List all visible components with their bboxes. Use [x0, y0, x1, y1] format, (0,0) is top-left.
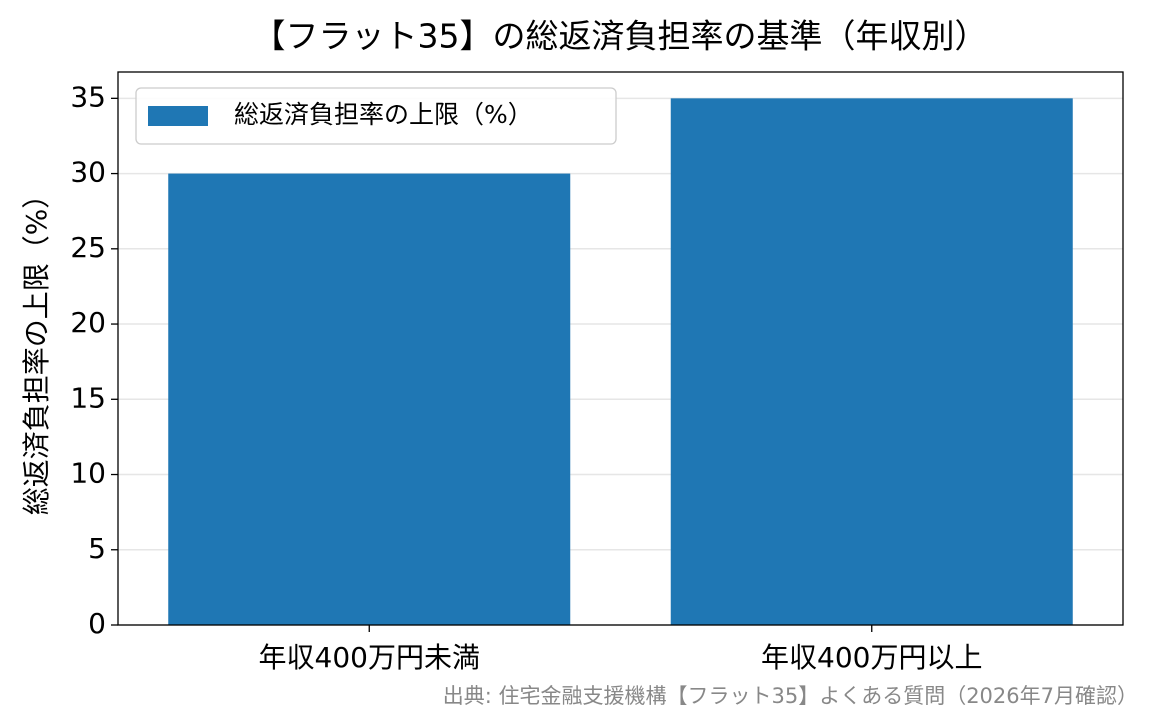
y-tick-label: 0 — [88, 607, 106, 640]
bar — [168, 173, 571, 626]
y-tick-label: 30 — [70, 156, 106, 189]
y-tick-label: 35 — [70, 80, 106, 113]
source-note: 出典: 住宅金融支援機構【フラット35】よくある質問（2026年7月確認） — [443, 684, 1138, 708]
y-tick-label: 20 — [70, 306, 106, 339]
x-tick-label: 年収400万円未満 — [259, 641, 480, 674]
legend: 総返済負担率の上限（%） — [135, 87, 617, 145]
plot-frame — [117, 71, 1124, 626]
legend-label: 総返済負担率の上限（%） — [234, 100, 533, 129]
y-tick-label: 5 — [88, 532, 106, 565]
y-tick-label: 15 — [70, 381, 106, 414]
y-tick-label: 10 — [70, 457, 106, 490]
y-tick-label: 25 — [70, 231, 106, 264]
y-axis-label: 総返済負担率の上限（%） — [20, 181, 53, 516]
legend-box — [135, 87, 617, 145]
chart-title: 【フラット35】の総返済負担率の基準（年収別） — [253, 17, 988, 56]
x-tick-label: 年収400万円以上 — [761, 641, 982, 674]
bar — [670, 98, 1073, 626]
legend-swatch — [148, 106, 208, 126]
